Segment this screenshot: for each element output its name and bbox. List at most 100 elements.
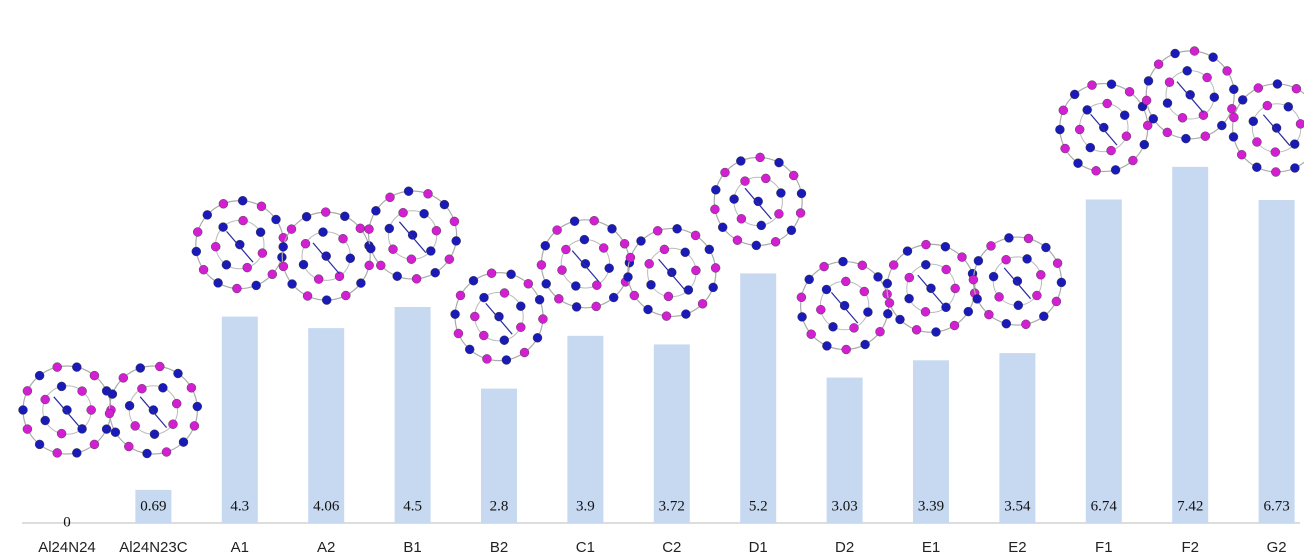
molecule	[624, 224, 721, 320]
atom	[889, 261, 898, 270]
atom	[950, 321, 959, 330]
atom	[356, 279, 365, 288]
atom	[730, 195, 739, 204]
atom	[1041, 243, 1050, 252]
atom	[1092, 166, 1101, 175]
atom	[922, 240, 931, 249]
atom	[136, 364, 145, 373]
atom	[53, 363, 62, 372]
data-label: 3.39	[918, 498, 944, 514]
x-tick-label: A1	[231, 539, 249, 556]
atom	[470, 312, 479, 321]
atom	[366, 244, 375, 253]
atom	[426, 247, 435, 256]
atom	[1024, 234, 1033, 243]
atom	[420, 209, 429, 218]
bar	[1259, 200, 1295, 523]
atom	[883, 309, 892, 318]
bond	[831, 292, 857, 323]
atom	[72, 448, 81, 457]
atom	[1203, 73, 1212, 82]
atom	[1061, 144, 1070, 153]
atom	[125, 401, 134, 410]
molecule	[451, 269, 548, 365]
atom	[664, 292, 673, 301]
molecule	[279, 208, 374, 305]
atom	[23, 386, 32, 395]
atom	[243, 263, 252, 272]
atom	[516, 302, 525, 311]
atom	[1209, 53, 1218, 62]
atom	[365, 225, 374, 234]
atom	[41, 416, 50, 425]
atom	[440, 200, 449, 209]
atom	[580, 235, 589, 244]
atom	[272, 215, 281, 224]
atom	[174, 369, 183, 378]
atom	[698, 299, 707, 308]
atom	[1263, 101, 1272, 110]
atom	[842, 345, 851, 354]
atom	[502, 356, 511, 365]
atom	[535, 295, 544, 304]
atom	[371, 206, 380, 215]
atom	[302, 212, 311, 221]
atom	[533, 333, 542, 342]
atom	[775, 158, 784, 167]
atom	[807, 330, 816, 339]
atom	[235, 240, 244, 249]
molecule	[365, 187, 461, 284]
atom	[256, 228, 265, 237]
atom	[1271, 148, 1280, 157]
atom	[1039, 312, 1048, 321]
atom	[322, 252, 331, 261]
atom	[131, 421, 140, 430]
molecule	[969, 233, 1066, 328]
atom	[660, 245, 669, 254]
atom	[1201, 132, 1210, 141]
atom	[644, 305, 653, 314]
atom	[1229, 113, 1238, 122]
bond	[486, 303, 512, 334]
data-label: 4.3	[230, 498, 249, 514]
atom	[268, 270, 277, 279]
atom	[287, 225, 296, 234]
atom	[1055, 125, 1064, 134]
bar	[395, 307, 431, 523]
atom	[1163, 99, 1172, 108]
atom	[500, 289, 509, 298]
atom	[1014, 301, 1023, 310]
data-label: 6.74	[1091, 498, 1118, 514]
atom	[389, 245, 398, 254]
atom	[162, 448, 171, 457]
atom	[850, 323, 859, 332]
atom	[711, 185, 720, 194]
atom	[90, 371, 99, 380]
data-label: 0	[63, 514, 71, 530]
atom	[691, 231, 700, 240]
atom	[1272, 124, 1281, 133]
atom	[192, 247, 201, 256]
atom	[1002, 255, 1011, 264]
atom	[487, 269, 496, 278]
atom	[111, 428, 120, 437]
atom	[232, 284, 241, 293]
atom	[1023, 254, 1032, 263]
x-tick-label: C2	[662, 539, 681, 556]
molecule	[797, 257, 892, 354]
atom	[542, 279, 551, 288]
atom	[1103, 99, 1112, 108]
x-tick-label: E1	[922, 539, 940, 556]
atom	[653, 226, 662, 235]
atom	[554, 294, 563, 303]
atom	[798, 312, 807, 321]
atom	[102, 425, 111, 434]
atom	[454, 329, 463, 338]
atom	[340, 212, 349, 221]
atom	[876, 327, 885, 336]
atom	[450, 217, 459, 226]
atom	[558, 266, 567, 275]
atom	[193, 402, 202, 411]
data-label: 3.54	[1004, 498, 1031, 514]
atom	[53, 448, 62, 457]
